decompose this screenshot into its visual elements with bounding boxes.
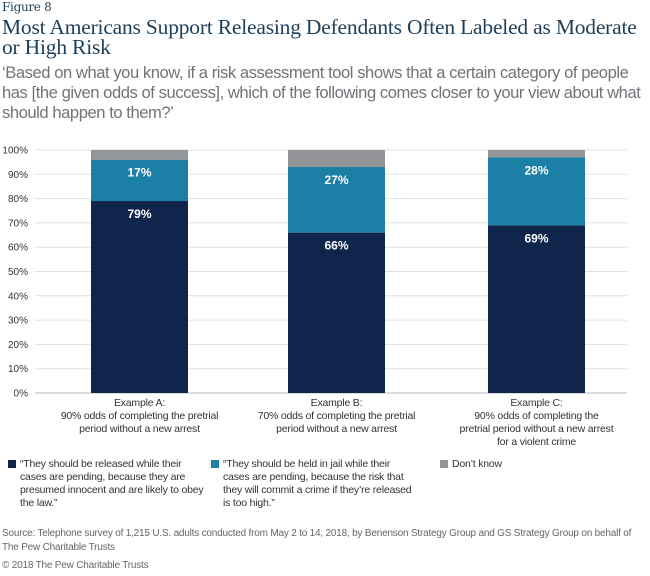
y-tick-label: 40% — [8, 291, 28, 302]
x-category-label-line: Example A: — [113, 397, 166, 409]
y-tick-label: 60% — [8, 243, 28, 254]
bar-value-label: 79% — [127, 207, 151, 221]
bar-segment-dont-know — [91, 150, 188, 160]
x-category-label-line: Example C: — [510, 397, 563, 409]
x-category-label: Example C: 90% odds of completing the pret… — [442, 397, 632, 449]
y-tick-label: 20% — [8, 340, 28, 351]
legend-label-released: “They should be released while their cas… — [20, 458, 204, 509]
x-category-label-line: period without a new arrest — [79, 423, 200, 435]
legend-swatch-dont-know — [440, 460, 448, 468]
bar-segment-released — [288, 232, 385, 393]
y-tick-label: 70% — [8, 218, 28, 229]
figure-label: Figure 8 — [2, 0, 52, 14]
bar-segment-dont-know — [288, 150, 385, 168]
y-tick-label: 50% — [8, 267, 28, 278]
legend-label-held: “They should be held in jail while their… — [223, 458, 412, 509]
y-tick-label: 10% — [8, 364, 28, 375]
bar-value-label: 66% — [324, 239, 348, 253]
bar-value-label: 69% — [524, 231, 548, 245]
x-category-label: Example B: 70% odds of completing the pre… — [242, 397, 432, 436]
x-category-label-line: pretrial period without a new arrest — [459, 423, 614, 435]
chart-subtitle: ‘Based on what you know, if a risk asses… — [2, 63, 641, 122]
x-category-label-line: 90% odds of completing the pretrial — [60, 410, 219, 422]
bar-value-label: 17% — [127, 166, 151, 180]
x-category-label-line: period without a new arrest — [276, 423, 397, 435]
y-tick-label: 90% — [8, 170, 28, 181]
legend-label-dont-know: Don’t know — [452, 458, 502, 470]
copyright: © 2018 The Pew Charitable Trusts — [2, 560, 149, 571]
bar-value-label: 28% — [524, 163, 548, 177]
y-tick-label: 80% — [8, 194, 28, 205]
y-tick-label: 30% — [8, 316, 28, 327]
bar-segment-held — [288, 167, 385, 233]
x-category-label-line: Example B: — [310, 397, 363, 409]
bar-labels: 79% 17% 66% 27% 69% 28% — [127, 163, 548, 252]
bar-segment-released — [91, 201, 188, 393]
chart-title: Most Americans Support Releasing Defenda… — [2, 15, 637, 59]
legend-swatch-held — [211, 460, 219, 468]
bar-value-label: 27% — [324, 173, 348, 187]
y-tick-label: 100% — [2, 146, 28, 157]
y-axis-ticks: 0% 10% 20% 30% 40% 50% 60% 70% 80% 90% 100% — [2, 146, 28, 399]
bars — [91, 150, 585, 393]
x-category-label-line: 90% odds of completing the — [474, 410, 599, 422]
x-category-label-line: 70% odds of completing the pretrial — [257, 410, 416, 422]
x-category-label-line: for a violent crime — [496, 436, 577, 448]
bar-segment-released — [488, 225, 585, 393]
stacked-bar-chart: 0% 10% 20% 30% 40% 50% 60% 70% 80% 90% 100% 79% 17%… — [2, 146, 627, 399]
source-note: Source: Telephone survey of 1,215 U.S. a… — [2, 528, 632, 553]
x-category-label: Example A: 90% odds of completing the pre… — [45, 397, 235, 436]
bar-segment-held — [91, 159, 188, 202]
bar-segment-held — [488, 157, 585, 226]
y-tick-label: 0% — [14, 389, 29, 399]
bar-segment-dont-know — [488, 150, 585, 158]
legend-swatch-released — [8, 460, 16, 468]
